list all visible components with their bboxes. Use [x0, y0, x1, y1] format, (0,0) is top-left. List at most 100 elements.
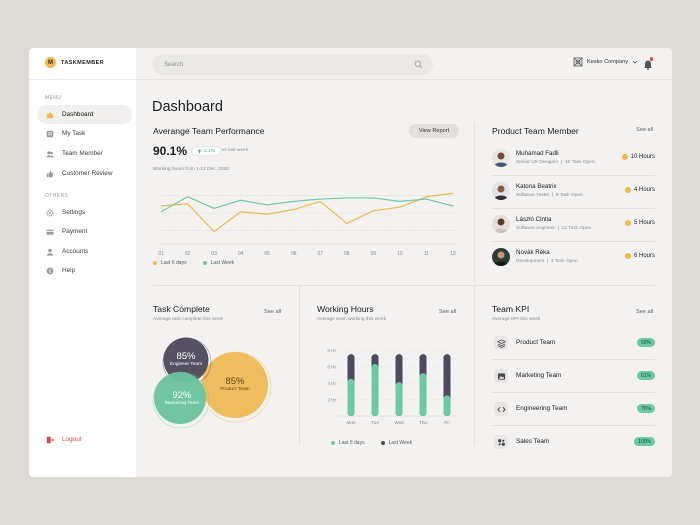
- performance-change-badge: 2.1%: [191, 146, 221, 156]
- row-divider: [492, 392, 655, 393]
- member-name: Muhamad Fadli: [516, 150, 559, 157]
- code-icon: [494, 402, 508, 416]
- x-tick-label: 08: [344, 251, 350, 257]
- x-tick-label: 06: [291, 251, 297, 257]
- notification-button[interactable]: [643, 57, 653, 70]
- users-icon: [46, 150, 54, 158]
- marketing-team-label: 92% Marketing Team: [164, 390, 200, 406]
- performance-title: Averange Team Performance: [153, 126, 265, 136]
- logout-label: Logout: [62, 436, 82, 443]
- hours-see-all-link[interactable]: See all: [439, 309, 457, 315]
- member-role: Software engineer | 12 Task Open: [516, 226, 592, 231]
- member-role: Senior UX Designer | 10 Task Open: [516, 160, 595, 165]
- image-icon: [494, 369, 508, 383]
- kpi-row[interactable]: Sales Team 100%: [492, 425, 655, 458]
- sidebar-item-label: Settings: [62, 209, 86, 216]
- legend-swatch-last-week: [202, 261, 207, 265]
- series-line-last-6-days: [160, 192, 454, 233]
- home-icon: [46, 111, 54, 119]
- x-tick-label: 02: [185, 251, 191, 257]
- performance-value: 90.1%: [153, 144, 188, 158]
- sidebar-item-label: Dashboard: [62, 111, 94, 118]
- layers-icon: [494, 336, 508, 350]
- avatar: [492, 248, 510, 266]
- member-row[interactable]: Muhamad Fadli Senior UX Designer | 10 Ta…: [492, 142, 655, 175]
- row-divider: [492, 208, 655, 209]
- logout-button[interactable]: Logout: [37, 430, 132, 449]
- legend-swatch-last-6-days: [153, 261, 157, 265]
- kpi-name: Engineering Team: [516, 405, 568, 412]
- kpi-title: Team KPI: [492, 304, 530, 314]
- sidebar-item-dashboard[interactable]: Dashboard: [37, 105, 132, 124]
- bar-last-6-days: [347, 378, 355, 416]
- sidebar-item-payment[interactable]: Payment: [37, 222, 132, 241]
- menu-heading: MENU: [45, 95, 62, 101]
- member-role: Development | 3 Task Open: [516, 259, 578, 264]
- section-divider: [474, 286, 475, 446]
- others-heading: OTHERS: [45, 193, 69, 199]
- sidebar-item-label: Customer Review: [62, 170, 113, 177]
- sidebar: M TASKMEMBER MENU Dashboard My Task Team…: [29, 48, 136, 477]
- view-report-button[interactable]: View Report: [409, 124, 459, 138]
- company-switcher[interactable]: Kesko Company: [573, 57, 638, 67]
- team-see-all-link[interactable]: See all: [636, 127, 654, 133]
- member-row[interactable]: Novák Réka Development | 3 Task Open 6 H…: [492, 241, 655, 274]
- member-row[interactable]: Katona Beatrix Software Tester | 8 Task …: [492, 175, 655, 208]
- product-team-label: 85% Product Team: [220, 376, 250, 392]
- member-role: Software Tester | 8 Task Open: [516, 193, 583, 198]
- brand-name: TASKMEMBER: [61, 59, 105, 66]
- kpi-name: Marketing Team: [516, 372, 562, 379]
- hours-legend: Last 6 days Last Week: [331, 440, 412, 446]
- section-divider: [299, 286, 300, 446]
- logout-icon: [46, 436, 54, 444]
- legend-swatch-last-week: [380, 441, 385, 445]
- task-title: Task Complete: [153, 304, 210, 314]
- kpi-value: 76%: [636, 404, 655, 413]
- performance-change: 2.1%: [204, 148, 215, 154]
- clock-icon: [624, 253, 631, 259]
- user-icon: [46, 248, 54, 256]
- y-tick-label: 2 Hr: [327, 397, 336, 402]
- clock-icon: [624, 220, 631, 226]
- legend-label-last-week: Last Week: [210, 260, 235, 266]
- sidebar-item-customer-review[interactable]: Customer Review: [37, 164, 132, 183]
- engineer-team-bubble: [163, 337, 209, 383]
- kpi-row[interactable]: Product Team 50%: [492, 326, 655, 359]
- legend-label-last-6-days: Last 6 days: [161, 260, 187, 266]
- search-input[interactable]: Search: [153, 54, 433, 75]
- bar-last-6-days: [371, 364, 379, 416]
- sidebar-item-label: Payment: [62, 228, 88, 235]
- sidebar-item-accounts[interactable]: Accounts: [37, 242, 132, 261]
- notification-dot: [649, 57, 653, 61]
- row-divider: [492, 425, 655, 426]
- card-icon: [46, 228, 54, 236]
- member-row[interactable]: László Cintia Software engineer | 12 Tas…: [492, 208, 655, 241]
- task-see-all-link[interactable]: See all: [264, 309, 282, 315]
- sidebar-item-my-task[interactable]: My Task: [37, 124, 132, 143]
- kpi-row[interactable]: Marketing Team 61%: [492, 359, 655, 392]
- x-tick-label: 04: [238, 251, 244, 257]
- kpi-see-all-link[interactable]: See all: [636, 309, 654, 315]
- sidebar-item-settings[interactable]: Settings: [37, 203, 132, 222]
- y-tick-label: 6 Hr: [327, 364, 336, 369]
- product-team-bubble: [202, 352, 268, 418]
- gear-icon: [46, 208, 54, 217]
- engineer-team-label: 85% Engineer Team: [169, 351, 203, 367]
- y-tick-label: 4 Hr: [327, 381, 336, 386]
- member-hours: 4 Hours: [624, 187, 655, 193]
- section-divider: [474, 122, 475, 282]
- sidebar-divider: [29, 79, 136, 80]
- brand-logo[interactable]: M TASKMEMBER: [45, 57, 104, 68]
- kpi-subtitle: Average KPI this week: [492, 317, 541, 322]
- sidebar-item-team-member[interactable]: Team Member: [37, 144, 132, 163]
- row-divider: [492, 175, 655, 176]
- sidebar-item-help[interactable]: Help: [37, 261, 132, 280]
- x-tick-label: 01: [158, 251, 164, 257]
- series-line-last-week: [160, 196, 454, 213]
- member-hours: 5 Hours: [624, 220, 655, 226]
- member-hours: 6 Hours: [624, 253, 655, 259]
- performance-compare: vs last week: [222, 148, 249, 153]
- avatar: [492, 149, 510, 167]
- x-tick-label: 07: [317, 251, 323, 257]
- kpi-row[interactable]: Engineering Team 76%: [492, 392, 655, 425]
